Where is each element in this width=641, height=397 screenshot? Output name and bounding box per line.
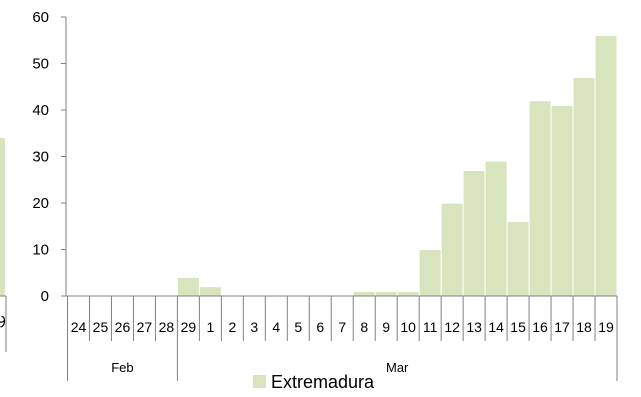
x-tick-label: 27 xyxy=(137,319,153,335)
bar xyxy=(352,290,376,297)
x-tick-label: 16 xyxy=(532,319,548,335)
bar xyxy=(374,290,398,297)
x-tick-label: 14 xyxy=(488,319,504,335)
bar xyxy=(528,100,552,297)
x-tick-label: 4 xyxy=(272,319,280,335)
cropped-neighbor-chart-fragment xyxy=(0,138,7,352)
x-tick-label: 25 xyxy=(93,319,109,335)
y-axis-tick-labels: 0 10 20 30 40 50 60 xyxy=(32,9,49,305)
bar xyxy=(396,290,420,297)
x-tick-label: 8 xyxy=(360,319,368,335)
bar-series-extremadura xyxy=(176,35,618,297)
x-tick-label: 10 xyxy=(400,319,416,335)
x-tick-label: 17 xyxy=(554,319,570,335)
cropped-tick-glyph-fragment xyxy=(0,315,6,328)
bar xyxy=(550,104,574,297)
x-tick-label: 24 xyxy=(71,319,87,335)
x-tick-label: 2 xyxy=(228,319,236,335)
y-tick-label: 20 xyxy=(32,195,49,212)
legend: Extremadura xyxy=(253,372,375,392)
y-axis-tick-marks xyxy=(61,16,66,297)
x-axis-month-groups: Feb Mar xyxy=(111,360,409,375)
x-axis-tick-labels: 24 25 26 27 28 29 1 2 3 4 5 6 7 8 9 10 11 12 13 14 15 16 17 18 1… xyxy=(71,319,614,335)
x-tick-label: 9 xyxy=(382,319,390,335)
bar xyxy=(484,160,508,297)
x-tick-label: 5 xyxy=(294,319,302,335)
x-tick-label: 1 xyxy=(206,319,214,335)
y-tick-label: 10 xyxy=(32,242,49,259)
x-tick-label: 6 xyxy=(316,319,324,335)
x-tick-label: 12 xyxy=(444,319,460,335)
legend-swatch xyxy=(253,375,266,388)
y-tick-label: 0 xyxy=(41,288,49,305)
bar xyxy=(594,35,618,297)
bar xyxy=(198,286,222,297)
cropped-bar-fragment xyxy=(0,138,5,296)
bar xyxy=(176,276,200,297)
x-tick-label: 15 xyxy=(510,319,526,335)
y-tick-label: 60 xyxy=(32,9,49,26)
y-tick-label: 50 xyxy=(32,56,49,73)
x-tick-label: 18 xyxy=(576,319,592,335)
y-tick-label: 30 xyxy=(32,149,49,166)
bar xyxy=(418,249,442,297)
x-tick-label: 7 xyxy=(338,319,346,335)
x-tick-label: 29 xyxy=(181,319,197,335)
month-group-label: Feb xyxy=(111,360,133,375)
bar xyxy=(572,76,596,297)
bar xyxy=(506,221,530,297)
x-tick-label: 3 xyxy=(250,319,258,335)
x-tick-label: 11 xyxy=(423,319,438,335)
x-tick-label: 28 xyxy=(159,319,175,335)
x-tick-label: 19 xyxy=(598,319,614,335)
x-tick-label: 13 xyxy=(466,319,482,335)
bar xyxy=(440,202,464,297)
bar xyxy=(462,169,486,297)
x-axis-category-separators xyxy=(67,296,618,381)
x-tick-label: 26 xyxy=(115,319,131,335)
legend-label: Extremadura xyxy=(271,372,375,392)
y-tick-label: 40 xyxy=(32,102,49,119)
month-group-label: Mar xyxy=(386,360,409,375)
